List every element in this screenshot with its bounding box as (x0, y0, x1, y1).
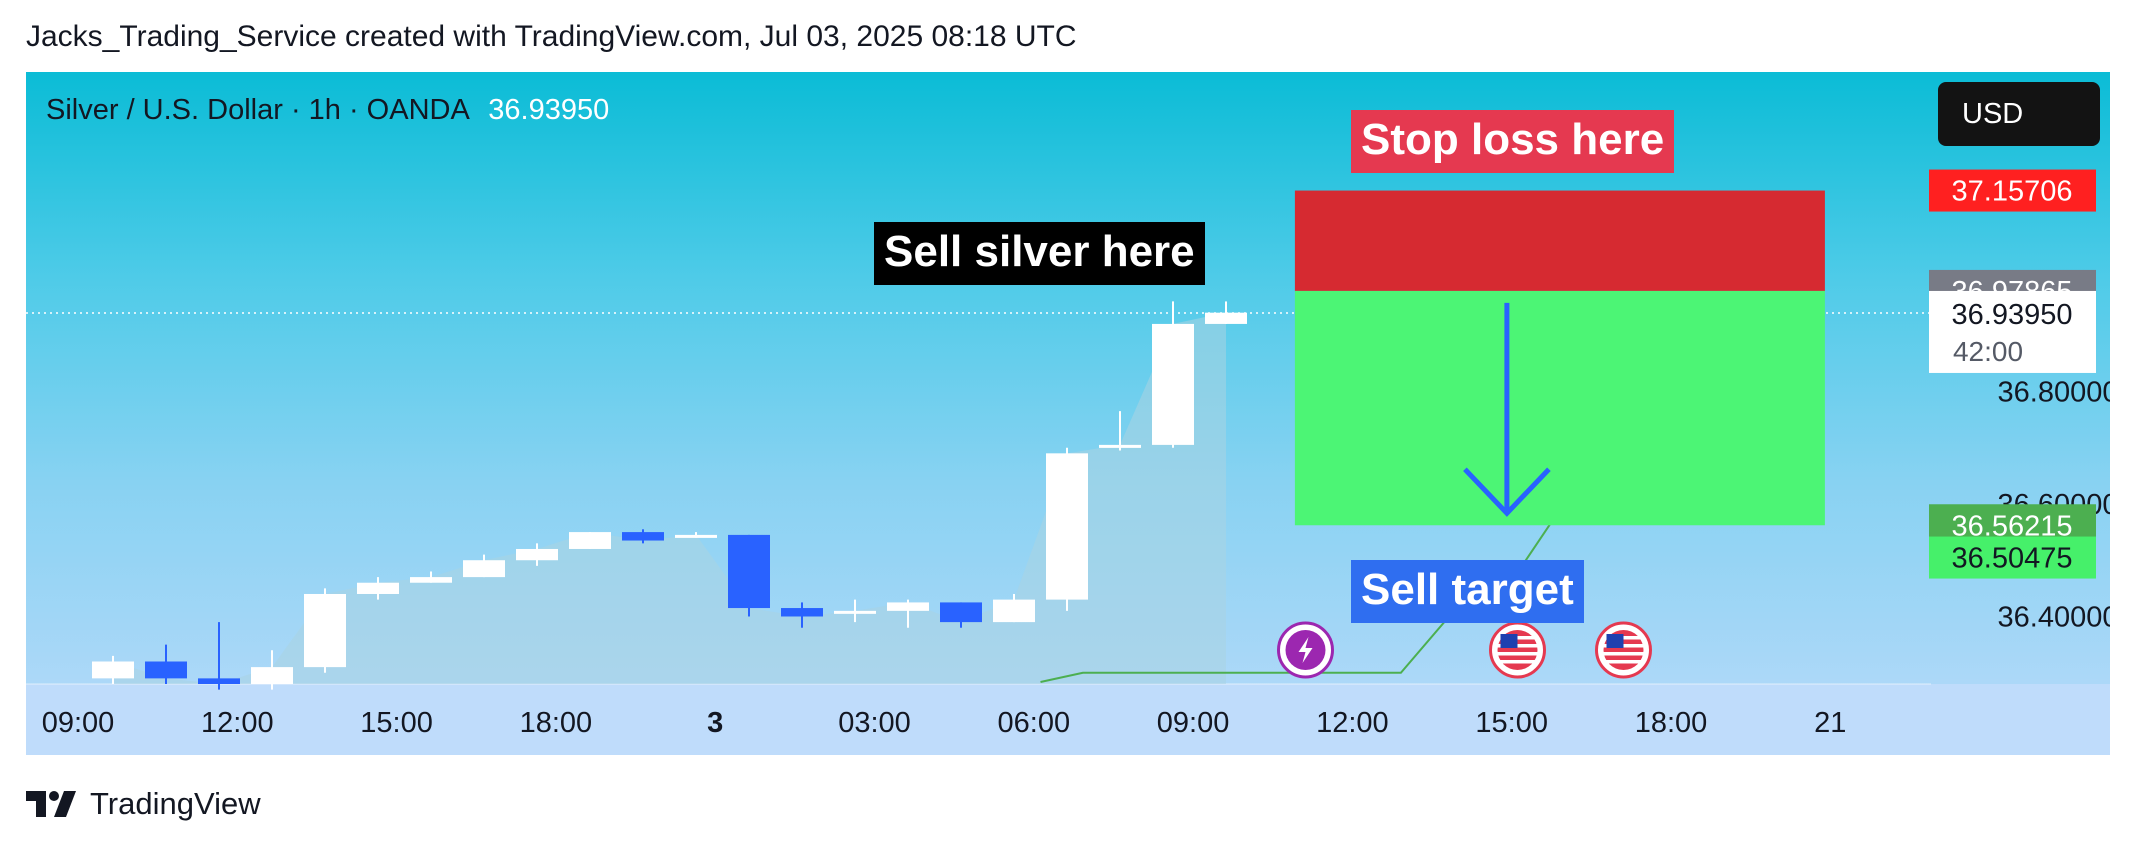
price-tick-label: 36.80000 (1998, 376, 2110, 408)
tradingview-logo-icon (26, 791, 76, 817)
candle-body (463, 560, 505, 578)
time-axis-strip (26, 684, 2110, 755)
time-tick-label: 12:00 (201, 707, 274, 739)
stop-loss-annotation[interactable]: Stop loss here (1351, 110, 1675, 173)
time-tick-label: 15:00 (1475, 707, 1548, 739)
price-badge (1929, 169, 2096, 212)
candle-body (1099, 444, 1141, 448)
us-flag-stripe (1497, 652, 1538, 656)
candle-body (887, 602, 929, 611)
time-tick-label: 18:00 (520, 707, 593, 739)
candle-body (993, 599, 1035, 623)
time-tick-label: 03:00 (838, 707, 911, 739)
candle-body (940, 602, 982, 623)
symbol-title: Silver / U.S. Dollar · 1h · OANDA (46, 94, 469, 126)
footer-brand-label: TradingView (90, 786, 261, 821)
us-flag-stripe (1497, 660, 1538, 664)
sell-target-annotation[interactable]: Sell target (1351, 560, 1584, 623)
footer-brand[interactable]: TradingView (26, 782, 261, 826)
price-badge (1929, 536, 2096, 579)
us-flag-canton (1606, 634, 1624, 648)
time-tick-label: 15:00 (360, 707, 433, 739)
candle-body (516, 548, 558, 561)
sell-here-annotation[interactable]: Sell silver here (874, 222, 1205, 285)
candlestick-chart[interactable]: 09:00 12:00 15:00 18:00 3 03:00 06:00 09:00 12:0… (26, 72, 2110, 755)
currency-button[interactable]: USD (1938, 82, 2100, 146)
candle-body (834, 610, 876, 614)
candle-body (92, 661, 134, 679)
symbol-price: 36.93950 (488, 94, 610, 126)
candle-body (251, 667, 293, 684)
time-tick-label: 18:00 (1635, 707, 1708, 739)
price-badge-label: 37.15706 (1952, 176, 2073, 208)
chart-header: Jacks_Trading_Service created with Tradi… (26, 20, 1077, 53)
us-flag-canton (1500, 634, 1518, 648)
price-badge-label: 36.50475 (1952, 543, 2073, 575)
take-profit-zone (1294, 290, 1825, 526)
candle-body (1152, 323, 1194, 445)
us-flag-stripe (1603, 660, 1644, 664)
candle-body (622, 532, 664, 541)
candle-body (410, 577, 452, 583)
candle-body (357, 582, 399, 594)
current-price-label: 36.93950 (1952, 299, 2073, 331)
candle-body (675, 534, 717, 538)
candle-body (145, 661, 187, 679)
bar-countdown-label: 42:00 (1953, 336, 2023, 367)
us-flag-stripe (1603, 652, 1644, 656)
price-tick-label: 36.40000 (1998, 601, 2110, 633)
current-price-badge (1929, 290, 2096, 373)
time-tick-label: 12:00 (1316, 707, 1389, 739)
candle-body (728, 534, 770, 609)
candle-body (781, 608, 823, 617)
candle-body (569, 532, 611, 549)
time-tick-label: 21 (1814, 707, 1846, 739)
candle-body (304, 593, 346, 668)
candle-body (1205, 312, 1247, 324)
stop-loss-zone (1294, 190, 1825, 291)
time-tick-label: 3 (707, 707, 723, 739)
sell-arrow-head (1463, 467, 1551, 517)
chart-frame[interactable]: 09:00 12:00 15:00 18:00 3 03:00 06:00 09:00 12:0… (26, 72, 2110, 755)
candle-body (198, 678, 240, 684)
lightning-icon (1298, 637, 1313, 663)
symbol-legend: Silver / U.S. Dollar · 1h · OANDA 36.939… (46, 94, 609, 127)
time-tick-label: 06:00 (998, 707, 1071, 739)
time-tick-label: 09:00 (1157, 707, 1230, 739)
candle-body (1046, 453, 1088, 600)
time-tick-label: 09:00 (42, 707, 115, 739)
